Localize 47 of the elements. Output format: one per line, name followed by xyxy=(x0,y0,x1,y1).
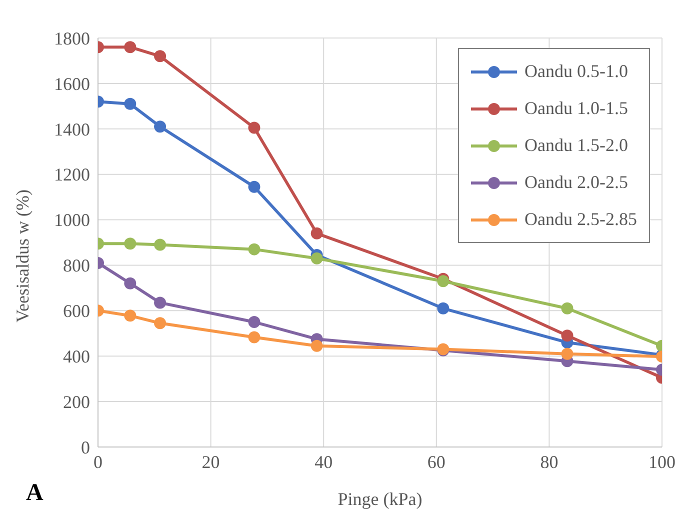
y-tick-label: 1400 xyxy=(54,119,90,140)
y-axis-title: Veesisaldus w (%) xyxy=(12,190,32,322)
y-tick-label: 1600 xyxy=(54,74,90,94)
y-tick-label: 200 xyxy=(63,392,90,412)
legend-label: Oandu 1.0-1.5 xyxy=(524,98,628,119)
y-tick-label: 800 xyxy=(63,256,90,276)
point xyxy=(437,275,450,288)
y-tick-label: 600 xyxy=(63,301,90,322)
point xyxy=(248,316,260,328)
x-tick-label: 40 xyxy=(314,452,333,472)
point xyxy=(154,317,166,330)
point xyxy=(248,331,260,344)
y-tick-label: 1800 xyxy=(54,28,90,48)
point xyxy=(154,120,166,133)
point xyxy=(124,277,136,290)
text: A xyxy=(26,480,44,507)
point xyxy=(154,238,166,251)
y-tick-label: 0 xyxy=(81,437,90,458)
point xyxy=(437,302,450,314)
point xyxy=(310,227,323,240)
x-tick-label: 20 xyxy=(202,452,220,472)
x-tick-label: 60 xyxy=(427,452,446,472)
x-tick-label: 100 xyxy=(648,452,676,472)
point xyxy=(248,122,260,134)
point xyxy=(310,252,323,264)
y-tick-label: 1200 xyxy=(54,164,90,185)
point xyxy=(561,302,574,314)
point xyxy=(561,348,574,360)
point xyxy=(124,310,136,322)
point xyxy=(124,41,136,54)
legend-label: Oandu 2.0-2.5 xyxy=(524,172,628,193)
point xyxy=(124,98,136,110)
legend-label: Oandu 2.5-2.85 xyxy=(524,209,637,230)
legend-label: Oandu 1.5-2.0 xyxy=(524,135,628,156)
point xyxy=(561,330,574,342)
x-tick-label: 80 xyxy=(540,452,558,472)
legend-label: Oandu 0.5-1.0 xyxy=(524,61,628,82)
y-tick-label: 400 xyxy=(63,346,90,366)
y-tick-label: 1000 xyxy=(54,210,90,230)
point xyxy=(154,50,166,62)
point xyxy=(248,243,260,256)
point xyxy=(310,340,323,352)
point xyxy=(248,180,260,193)
x-tick-label: 0 xyxy=(94,452,102,472)
point xyxy=(124,238,136,250)
point xyxy=(154,296,166,309)
x-axis-title: Pinge (kPa) xyxy=(338,489,422,509)
